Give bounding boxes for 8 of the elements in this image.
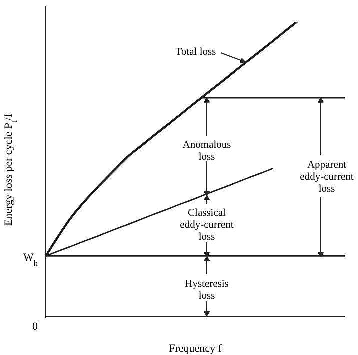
text: 0	[32, 321, 38, 333]
annotation: Anomalous loss	[182, 140, 232, 163]
annotation: Total loss	[176, 47, 216, 58]
annotation: Apparent eddy-current loss	[300, 160, 354, 195]
x-axis-title: Frequency f	[169, 343, 222, 355]
text: W$_{h}$	[23, 252, 39, 268]
annotation: Hysteresis loss	[185, 279, 229, 302]
annotation: Classical eddy-current loss	[180, 208, 234, 243]
